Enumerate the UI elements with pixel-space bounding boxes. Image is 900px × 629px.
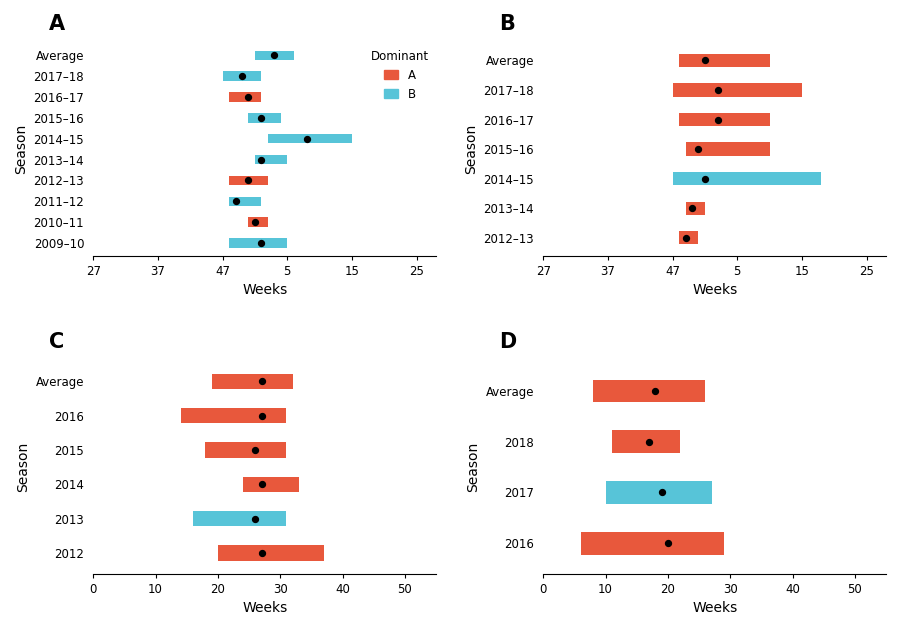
Bar [230,238,287,248]
Bar [606,481,712,504]
Point [248,513,263,523]
Bar [248,113,281,123]
Point [229,196,243,206]
Text: A: A [49,14,65,34]
Bar [255,50,293,60]
Bar [593,380,706,403]
Bar [686,202,705,215]
Point [661,538,675,548]
Point [642,437,656,447]
Point [254,113,268,123]
Point [248,217,262,227]
Point [241,92,256,102]
Point [255,376,269,386]
Bar [612,430,680,453]
Bar [686,143,769,156]
Text: B: B [499,14,515,34]
Point [691,144,706,154]
Point [267,50,282,60]
Bar [680,113,770,126]
Bar [218,545,324,560]
Bar [205,442,286,458]
Y-axis label: Season: Season [16,442,30,493]
Y-axis label: Season: Season [464,124,478,174]
Bar [672,172,822,186]
Point [711,114,725,125]
X-axis label: Weeks: Weeks [692,601,737,615]
Point [698,55,712,65]
Bar [230,92,261,102]
Point [255,479,269,489]
Point [654,487,669,498]
Y-axis label: Season: Season [14,124,28,174]
Point [679,233,693,243]
Point [711,85,725,95]
Point [685,203,699,213]
Text: D: D [499,332,516,352]
Point [255,548,269,558]
Point [235,71,249,81]
X-axis label: Weeks: Weeks [692,283,737,297]
Bar [193,511,286,526]
Bar [243,477,299,492]
Bar [680,231,698,245]
Bar [230,175,268,185]
Bar [222,71,261,81]
Bar [672,84,802,97]
Bar [255,155,287,164]
Point [248,445,263,455]
Point [254,155,268,165]
Bar [268,134,352,143]
X-axis label: Weeks: Weeks [242,283,287,297]
Bar [212,374,292,389]
Point [648,386,662,396]
Bar [580,532,724,555]
Y-axis label: Season: Season [466,442,480,493]
Point [300,133,314,143]
Point [254,238,268,248]
Bar [680,54,770,67]
Bar [181,408,286,423]
Bar [230,197,261,206]
Point [698,174,712,184]
X-axis label: Weeks: Weeks [242,601,287,615]
Legend: A, B: A, B [366,45,434,105]
Bar [248,218,268,227]
Point [241,175,256,186]
Point [255,411,269,421]
Text: C: C [49,332,64,352]
